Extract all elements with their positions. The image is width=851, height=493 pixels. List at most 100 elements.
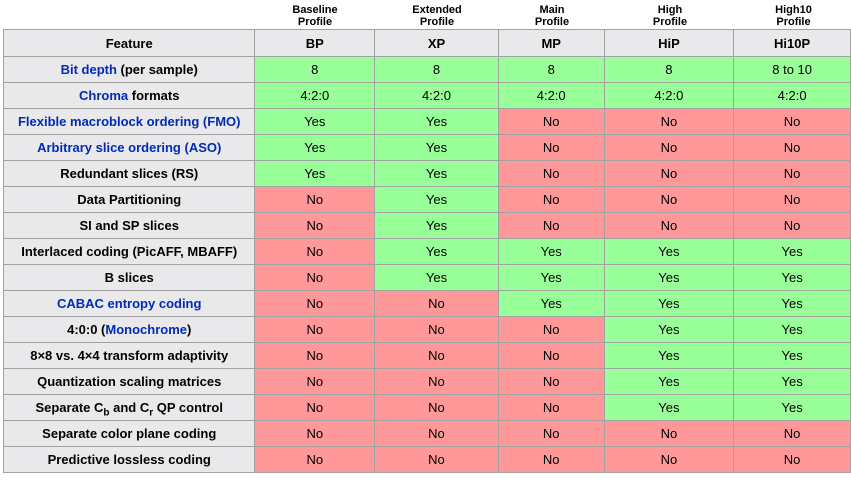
value-cell-hip: No	[603, 134, 735, 161]
feature-label-text: 8×8 vs. 4×4 transform adaptivity	[30, 348, 229, 363]
column-header-xp: XP	[374, 29, 499, 57]
value-cell-mp: No	[497, 186, 605, 213]
value-cell-bp: No	[254, 238, 376, 265]
feature-link[interactable]: Arbitrary slice ordering (ASO)	[37, 140, 222, 155]
value-cell-bp: No	[254, 394, 376, 421]
value-cell-hi10p: No	[733, 160, 851, 187]
feature-label: 4:0:0 (Monochrome)	[2, 316, 256, 343]
value-cell-bp: No	[254, 290, 376, 317]
value-cell-bp: No	[254, 186, 376, 213]
value-cell-mp: No	[497, 342, 605, 369]
value-cell-hi10p: No	[733, 108, 851, 135]
feature-link[interactable]: Chroma	[79, 88, 129, 103]
feature-label-text: QP control	[153, 400, 223, 415]
value-cell-hip: Yes	[603, 368, 735, 395]
value-cell-mp: No	[497, 394, 605, 421]
feature-row: CABAC entropy coding No No Yes Yes Yes	[2, 290, 851, 317]
value-cell-xp: No	[374, 446, 499, 473]
feature-row: Arbitrary slice ordering (ASO) Yes Yes No No…	[2, 134, 851, 161]
value-cell-bp: Yes	[254, 108, 376, 135]
value-cell-mp: Yes	[497, 264, 605, 291]
value-cell-xp: No	[374, 420, 499, 447]
feature-row: SI and SP slices No Yes No No No	[2, 212, 851, 239]
feature-label-text: 4:0:0 (	[67, 322, 106, 337]
feature-row: Redundant slices (RS) Yes Yes No No No	[2, 160, 851, 187]
value-cell-hi10p: No	[733, 186, 851, 213]
value-cell-xp: No	[374, 316, 499, 343]
feature-label: 8×8 vs. 4×4 transform adaptivity	[2, 342, 256, 369]
feature-label-text: formats	[128, 88, 180, 103]
feature-label-text: Data Partitioning	[77, 192, 182, 207]
value-cell-hip: No	[603, 212, 735, 239]
profile-name-mp: Main Profile	[534, 4, 570, 28]
feature-label-text: B slices	[104, 270, 154, 285]
value-cell-xp: Yes	[374, 160, 499, 187]
value-cell-hi10p: No	[733, 420, 851, 447]
feature-label: Interlaced coding (PicAFF, MBAFF)	[2, 238, 256, 265]
value-cell-hip: Yes	[603, 238, 735, 265]
value-cell-xp: No	[374, 368, 499, 395]
feature-label: Quantization scaling matrices	[2, 368, 256, 395]
value-cell-mp: No	[497, 316, 605, 343]
value-cell-hi10p: Yes	[733, 290, 851, 317]
profile-names-row: Baseline Profile Extended Profile Main Profil…	[3, 2, 851, 29]
feature-label-text: Interlaced coding (PicAFF, MBAFF)	[21, 244, 238, 259]
value-cell-mp: No	[497, 446, 605, 473]
feature-label: Bit depth (per sample)	[2, 56, 256, 83]
value-cell-mp: 4:2:0	[497, 82, 605, 109]
value-cell-mp: No	[497, 134, 605, 161]
feature-label-text: Separate C	[35, 400, 104, 415]
value-cell-xp: Yes	[374, 212, 499, 239]
feature-label-text: (per sample)	[116, 62, 198, 77]
value-cell-hip: Yes	[603, 316, 735, 343]
value-cell-bp: No	[254, 212, 376, 239]
value-cell-hi10p: Yes	[733, 238, 851, 265]
feature-row: Separate color plane coding No No No No No	[2, 420, 851, 447]
value-cell-mp: Yes	[497, 290, 605, 317]
value-cell-bp: No	[254, 342, 376, 369]
value-cell-hip: 4:2:0	[603, 82, 735, 109]
value-cell-hi10p: Yes	[733, 394, 851, 421]
value-cell-xp: Yes	[374, 238, 499, 265]
value-cell-hip: Yes	[603, 290, 735, 317]
feature-label: CABAC entropy coding	[2, 290, 256, 317]
table-body: Bit depth (per sample) 8 8 8 8 8 to 10 Chroma …	[2, 56, 851, 473]
value-cell-mp: No	[497, 108, 605, 135]
value-cell-hi10p: No	[733, 446, 851, 473]
value-cell-hi10p: 4:2:0	[733, 82, 851, 109]
value-cell-hi10p: 8 to 10	[733, 56, 851, 83]
value-cell-bp: No	[254, 420, 376, 447]
value-cell-xp: Yes	[374, 108, 499, 135]
feature-link[interactable]: Bit depth	[60, 62, 117, 77]
value-cell-hip: 8	[603, 56, 735, 83]
feature-label-text: )	[187, 322, 192, 337]
feature-row: B slices No Yes Yes Yes Yes	[2, 264, 851, 291]
value-cell-hi10p: No	[733, 134, 851, 161]
value-cell-hip: No	[603, 160, 735, 187]
feature-label: Separate Cb and Cr QP control	[2, 394, 256, 421]
feature-label: SI and SP slices	[2, 212, 256, 239]
value-cell-bp: 8	[254, 56, 376, 83]
profile-name-hi10p: High10 Profile	[775, 4, 812, 28]
feature-row: Quantization scaling matrices No No No Yes Ye…	[2, 368, 851, 395]
value-cell-bp: No	[254, 368, 376, 395]
value-cell-hip: No	[603, 186, 735, 213]
value-cell-hi10p: Yes	[733, 342, 851, 369]
feature-link[interactable]: Monochrome	[105, 322, 188, 337]
value-cell-hi10p: Yes	[733, 316, 851, 343]
value-cell-hip: No	[603, 420, 735, 447]
column-header-hi10p: Hi10P	[733, 29, 851, 57]
value-cell-hi10p: No	[733, 212, 851, 239]
column-header-bp: BP	[254, 29, 376, 57]
value-cell-xp: Yes	[374, 264, 499, 291]
feature-row: Flexible macroblock ordering (FMO) Yes Yes…	[2, 108, 851, 135]
value-cell-mp: No	[497, 420, 605, 447]
feature-label: Separate color plane coding	[2, 420, 256, 447]
value-cell-mp: No	[497, 212, 605, 239]
profile-name-bp: Baseline Profile	[292, 4, 338, 28]
feature-row: 8×8 vs. 4×4 transform adaptivity No No No Ye…	[2, 342, 851, 369]
column-header-hip: HiP	[603, 29, 735, 57]
feature-link[interactable]: CABAC entropy coding	[57, 296, 202, 311]
feature-link[interactable]: Flexible macroblock ordering (FMO)	[17, 114, 241, 129]
value-cell-xp: No	[374, 342, 499, 369]
